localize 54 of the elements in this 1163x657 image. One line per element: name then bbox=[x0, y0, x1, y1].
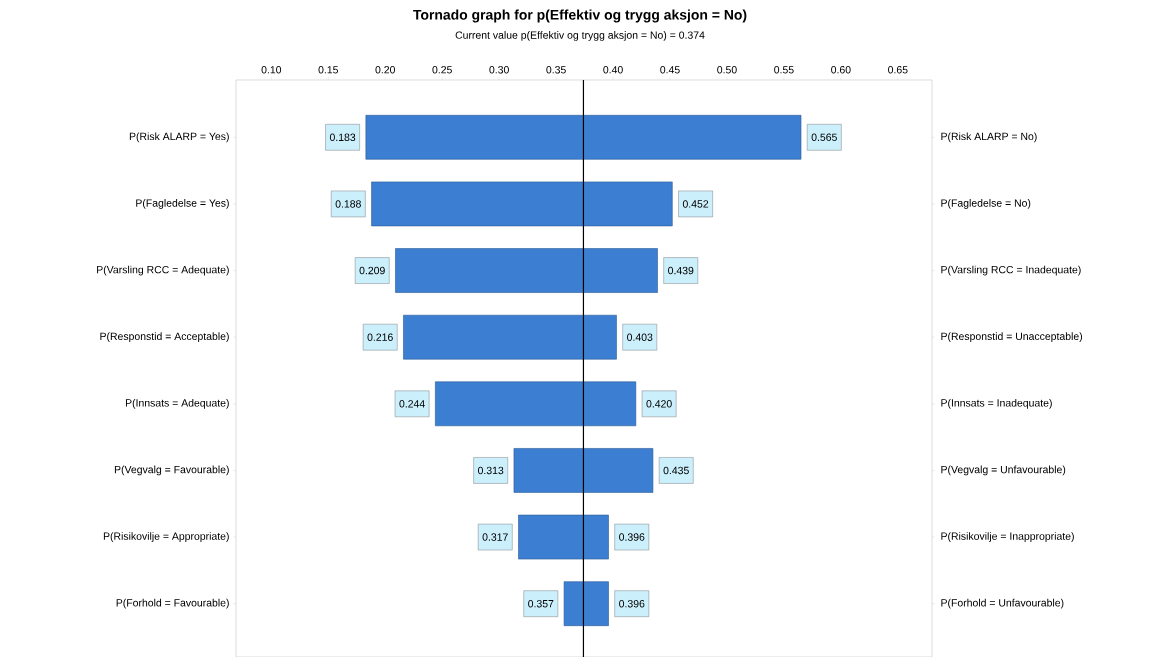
annotation: 0.216 bbox=[367, 333, 393, 341]
y-tick-label: P(Responstid = Acceptable) bbox=[100, 332, 229, 343]
y-tick-label: P(Risk ALARP = Yes) bbox=[129, 132, 229, 143]
bar bbox=[403, 314, 617, 360]
x-tick-label: 0.30 bbox=[489, 66, 509, 74]
y-tick-label: P(Vegvalg = Favourable) bbox=[114, 465, 229, 476]
y2-tick-label: P(Forhold = Unfavourable) bbox=[941, 598, 1064, 609]
annotation: 0.317 bbox=[482, 533, 508, 541]
bar bbox=[395, 248, 658, 293]
x-tick-label: 0.60 bbox=[831, 66, 851, 74]
x-tick-label: 0.20 bbox=[375, 66, 395, 74]
x-tick-label: 0.55 bbox=[774, 66, 794, 74]
annotation: 0.565 bbox=[811, 133, 837, 141]
x-tick-label: 0.65 bbox=[888, 66, 908, 74]
bar bbox=[518, 514, 609, 560]
y2-tick-label: P(Risikovilje = Inappropriate) bbox=[941, 532, 1074, 542]
annotation: 0.357 bbox=[528, 599, 554, 608]
bar bbox=[513, 448, 654, 493]
x-tick-label: 0.15 bbox=[318, 66, 339, 74]
annotation: 0.244 bbox=[399, 400, 425, 408]
chart-subtitle: Current value p(Effektiv og trygg aksjon = No) = 0.374 bbox=[455, 31, 705, 41]
x-tick-label: 0.25 bbox=[432, 66, 452, 74]
annotation: 0.420 bbox=[646, 400, 672, 408]
annotation: 0.439 bbox=[668, 266, 694, 275]
annotation: 0.313 bbox=[478, 466, 504, 475]
annotation: 0.435 bbox=[663, 466, 689, 475]
y-tick-label: P(Fagledelse = Yes) bbox=[136, 199, 229, 209]
bar bbox=[563, 581, 609, 626]
y-tick-label: P(Innsats = Adequate) bbox=[125, 398, 229, 409]
y2-tick-label: P(Vegvalg = Unfavourable) bbox=[941, 465, 1066, 476]
x-tick-label: 0.35 bbox=[546, 66, 566, 74]
y2-tick-label: P(Innsats = Inadequate) bbox=[941, 398, 1052, 409]
y-tick-label: P(Risikovilje = Appropriate) bbox=[103, 532, 229, 542]
annotation: 0.452 bbox=[682, 200, 709, 208]
y-tick-label: P(Forhold = Favourable) bbox=[116, 598, 229, 609]
y-tick-label: P(Varsling RCC = Adequate) bbox=[97, 265, 229, 276]
y2-tick-label: P(Varsling RCC = Inadequate) bbox=[941, 265, 1081, 276]
chart-title: Tornado graph for p(Effektiv og trygg aksjon = No) bbox=[413, 9, 747, 23]
bar bbox=[365, 115, 802, 160]
y2-tick-label: P(Fagledelse = No) bbox=[941, 199, 1031, 209]
x-tick-label: 0.45 bbox=[660, 66, 680, 74]
x-tick-label: 0.50 bbox=[717, 66, 737, 74]
annotation: 0.396 bbox=[619, 533, 645, 541]
annotation: 0.209 bbox=[359, 266, 385, 275]
annotation: 0.188 bbox=[335, 200, 361, 208]
bar bbox=[371, 181, 673, 227]
x-tick-label: 0.40 bbox=[603, 66, 623, 74]
annotation: 0.403 bbox=[627, 333, 653, 341]
x-tick-label: 0.10 bbox=[261, 66, 282, 74]
y2-tick-label: P(Responstid = Unacceptable) bbox=[941, 332, 1083, 343]
annotation: 0.396 bbox=[619, 599, 645, 608]
y2-tick-label: P(Risk ALARP = No) bbox=[941, 132, 1037, 143]
bar bbox=[435, 381, 637, 427]
annotation: 0.183 bbox=[329, 133, 356, 141]
